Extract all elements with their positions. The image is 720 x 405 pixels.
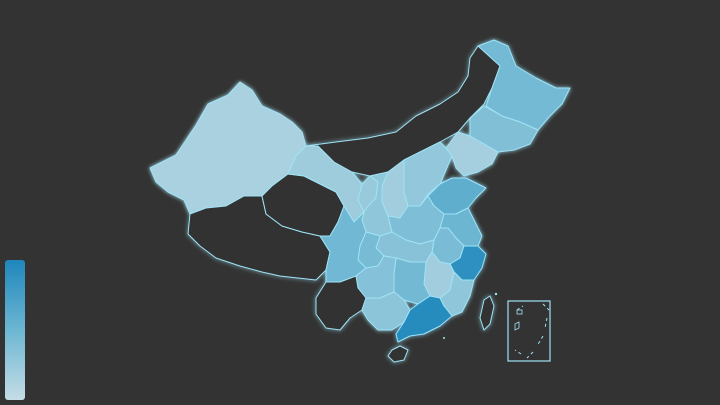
region-heilongjiang[interactable] (477, 39, 571, 131)
region-yunnan[interactable] (315, 275, 367, 331)
region-taiwan[interactable] (479, 295, 495, 331)
region-sichuan[interactable] (319, 205, 367, 283)
region-hainan[interactable] (387, 345, 409, 363)
region-guangdong[interactable] (395, 295, 453, 343)
south-china-sea-inset (507, 300, 551, 362)
visual-map-gradient-bar[interactable] (5, 260, 25, 400)
region-jilin[interactable] (469, 105, 539, 153)
island-dot (443, 337, 445, 339)
island-dot (494, 292, 498, 296)
